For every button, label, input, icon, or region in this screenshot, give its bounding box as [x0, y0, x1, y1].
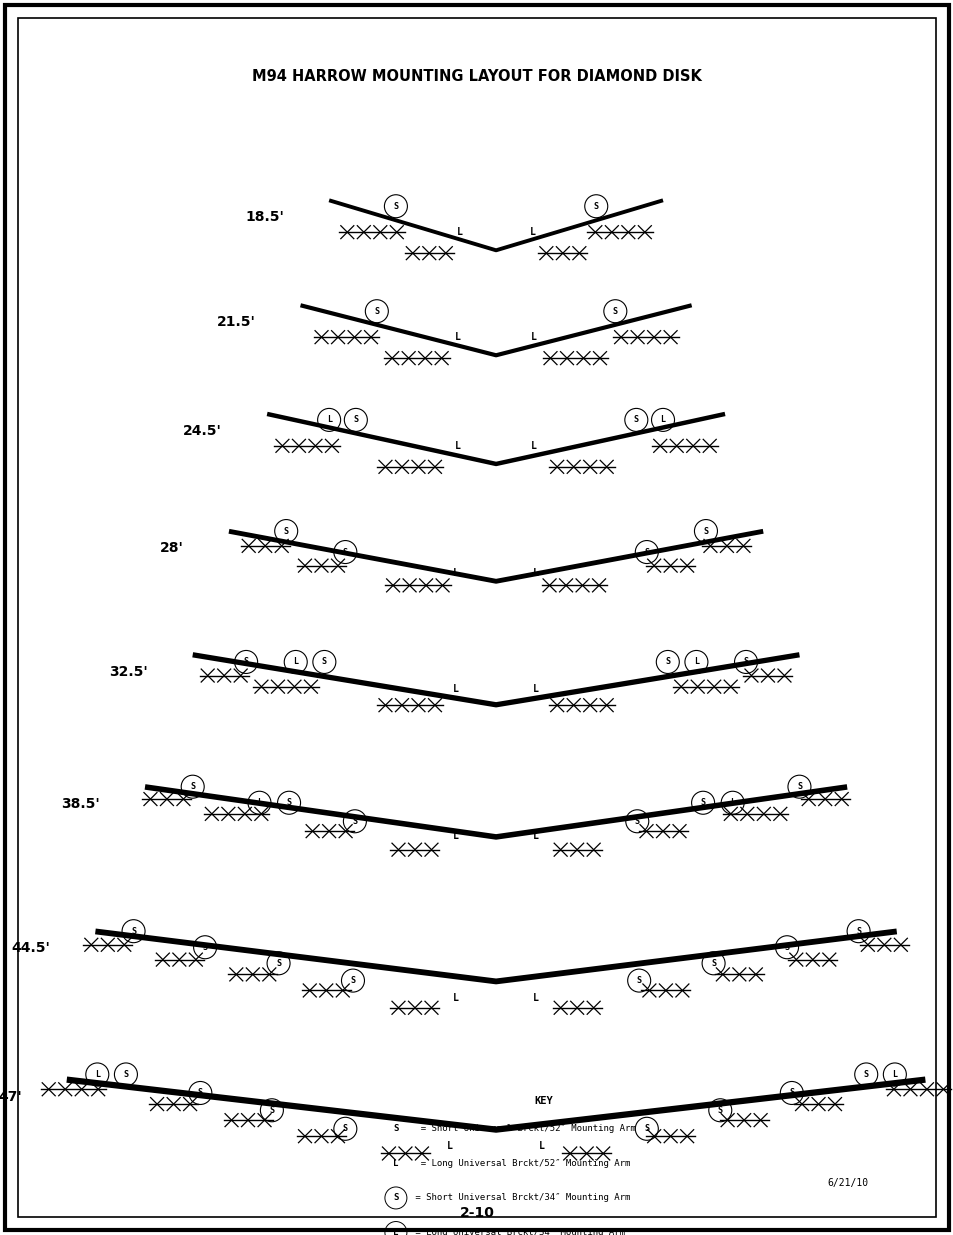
Text: L: L [293, 657, 298, 667]
Text: L: L [693, 657, 699, 667]
Text: L: L [447, 1141, 453, 1151]
Text: S: S [243, 657, 249, 667]
Text: 38.5': 38.5' [61, 797, 100, 811]
Text: S: S [634, 816, 639, 826]
Text: S: S [796, 782, 801, 792]
Text: L: L [326, 415, 332, 425]
Text: L: L [455, 441, 460, 451]
Text: S: S [202, 942, 208, 952]
Text: S: S [374, 306, 379, 316]
Text: S: S [321, 657, 327, 667]
Text: L: L [659, 415, 665, 425]
Text: 21.5': 21.5' [216, 315, 255, 330]
Text: L: L [453, 684, 458, 694]
Text: S: S [123, 1070, 129, 1079]
Text: S: S [393, 1124, 398, 1134]
Text: S: S [353, 415, 358, 425]
Text: L: L [453, 568, 458, 578]
Text: = Long Universal Brckt/52″ Mounting Arm: = Long Universal Brckt/52″ Mounting Arm [410, 1158, 630, 1168]
Text: L: L [531, 332, 537, 342]
Text: L: L [538, 1141, 544, 1151]
Text: S: S [593, 201, 598, 211]
Text: = Short Universal Brckt/52″ Mounting Arm: = Short Universal Brckt/52″ Mounting Arm [410, 1124, 636, 1134]
Text: S: S [636, 976, 641, 986]
Text: L: L [453, 993, 458, 1003]
Text: S: S [700, 798, 705, 808]
Text: 44.5': 44.5' [11, 941, 51, 956]
Text: S: S [286, 798, 292, 808]
Text: S: S [350, 976, 355, 986]
Text: KEY: KEY [534, 1097, 553, 1107]
Text: L: L [533, 831, 538, 841]
Text: L: L [533, 684, 538, 694]
Text: S: S [862, 1070, 868, 1079]
Text: L: L [453, 831, 458, 841]
Text: S: S [633, 415, 639, 425]
Text: S: S [342, 547, 348, 557]
Text: S: S [710, 958, 716, 968]
Text: = Long Universal Brckt/34″ Mounting Arm: = Long Universal Brckt/34″ Mounting Arm [410, 1228, 624, 1235]
Text: S: S [393, 1193, 398, 1203]
Text: = Short Universal Brckt/34″ Mounting Arm: = Short Universal Brckt/34″ Mounting Arm [410, 1193, 630, 1203]
Text: S: S [131, 926, 136, 936]
Text: S: S [190, 782, 195, 792]
Text: L: L [456, 227, 462, 237]
Text: S: S [643, 547, 649, 557]
Text: S: S [643, 1124, 649, 1134]
Text: S: S [855, 926, 861, 936]
Text: S: S [283, 526, 289, 536]
Text: 24.5': 24.5' [183, 424, 222, 438]
Text: L: L [455, 332, 460, 342]
Text: L: L [256, 798, 262, 808]
Text: L: L [94, 1070, 100, 1079]
Text: S: S [197, 1088, 203, 1098]
Text: L: L [531, 441, 537, 451]
Text: S: S [393, 201, 398, 211]
Text: 18.5': 18.5' [245, 210, 284, 225]
Text: S: S [269, 1105, 274, 1115]
Text: S: S [664, 657, 670, 667]
Text: L: L [529, 227, 535, 237]
Text: S: S [702, 526, 708, 536]
Text: S: S [342, 1124, 348, 1134]
Text: S: S [742, 657, 748, 667]
Text: 47': 47' [0, 1089, 22, 1104]
Text: L: L [891, 1070, 897, 1079]
Text: L: L [533, 568, 538, 578]
Text: L: L [533, 993, 538, 1003]
Text: S: S [612, 306, 618, 316]
Text: 6/21/10: 6/21/10 [826, 1178, 867, 1188]
Text: S: S [788, 1088, 794, 1098]
Text: S: S [275, 958, 281, 968]
Text: 2-10: 2-10 [459, 1205, 494, 1220]
Text: 32.5': 32.5' [109, 664, 148, 679]
Text: S: S [352, 816, 357, 826]
Text: M94 HARROW MOUNTING LAYOUT FOR DIAMOND DISK: M94 HARROW MOUNTING LAYOUT FOR DIAMOND D… [252, 69, 701, 84]
Text: L: L [393, 1228, 398, 1235]
Text: S: S [717, 1105, 722, 1115]
Text: 28': 28' [160, 541, 184, 556]
Text: L: L [393, 1158, 398, 1168]
Text: L: L [729, 798, 735, 808]
Text: S: S [783, 942, 789, 952]
